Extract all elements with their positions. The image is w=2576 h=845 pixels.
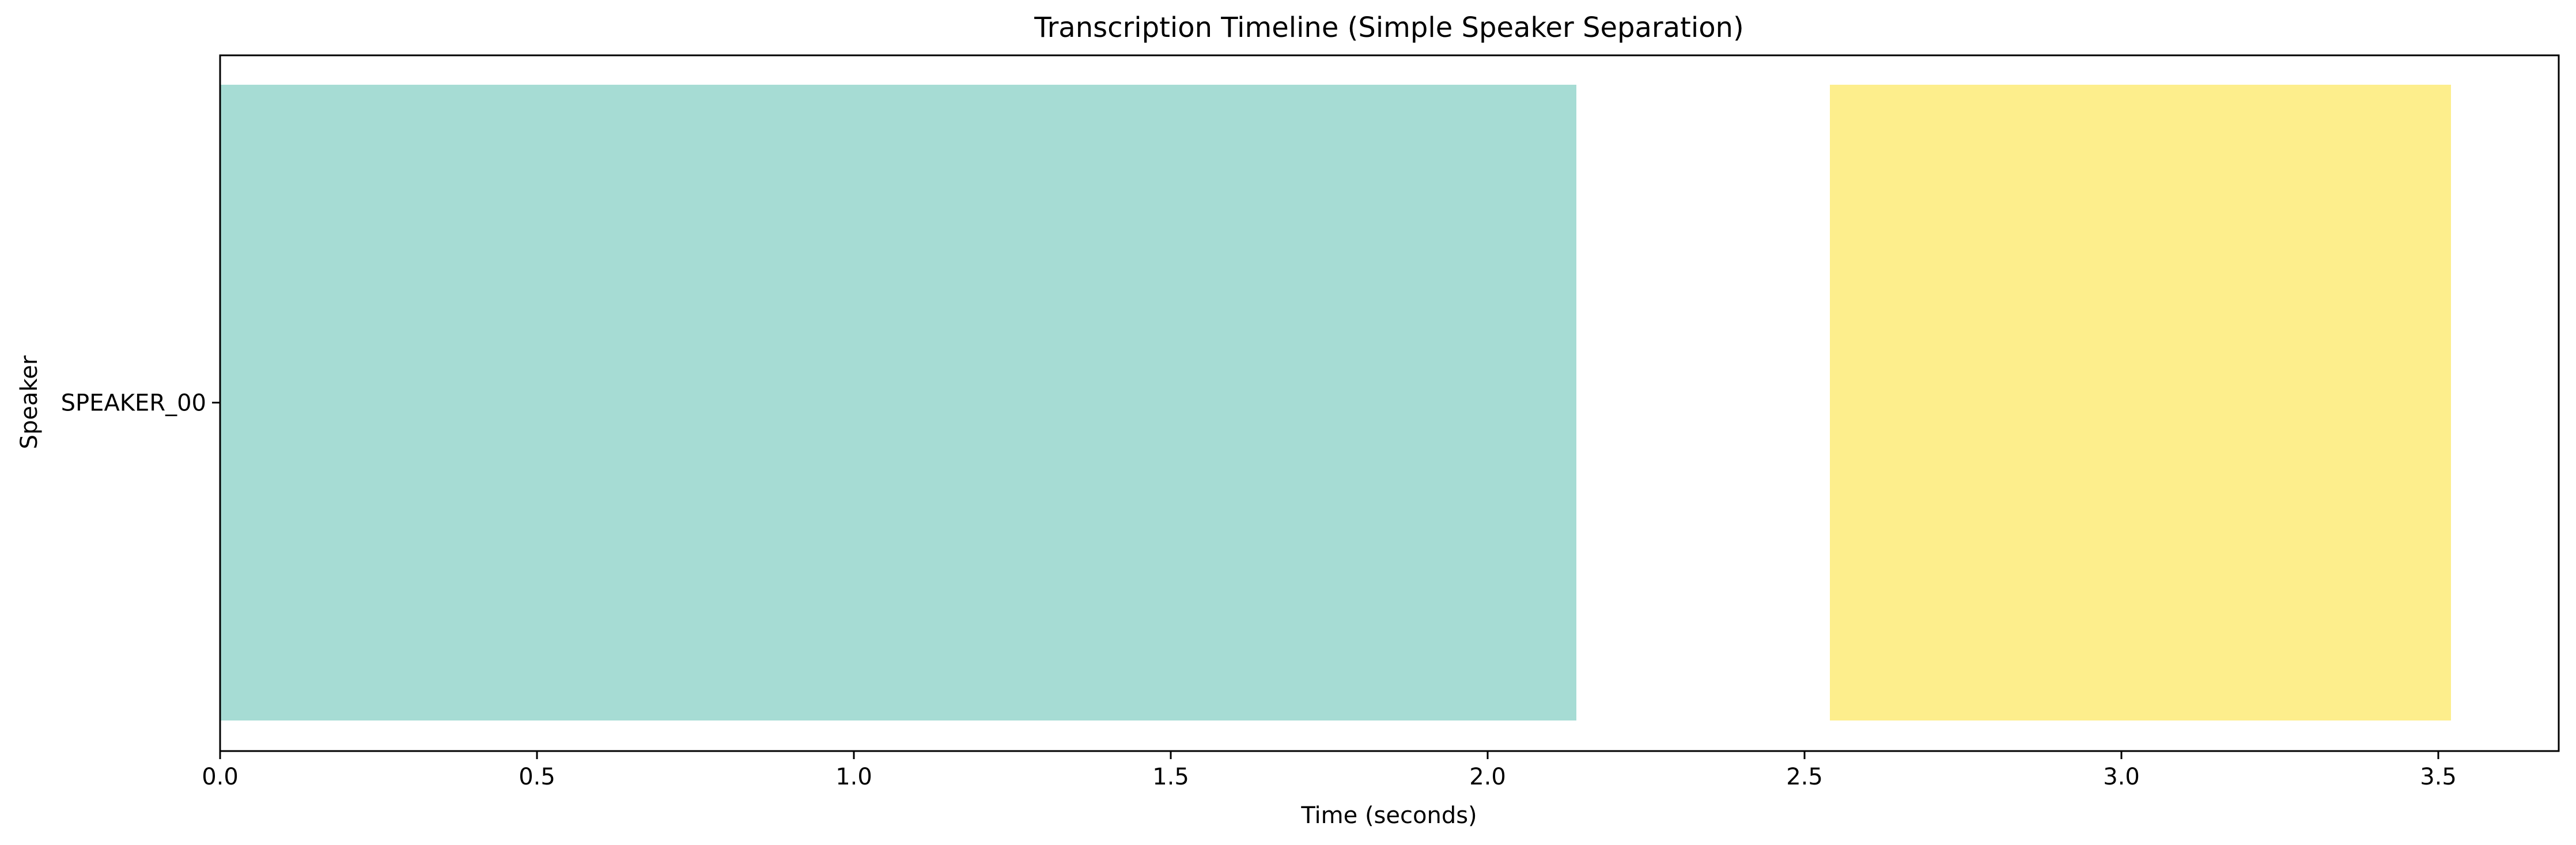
x-tick-label: 3.0 <box>2103 764 2140 790</box>
x-tick-label: 3.5 <box>2420 764 2457 790</box>
ticks-layer: 0.0 0.5 1.0 1.5 2.0 2.5 3.0 3.5 SPEAKER_00 <box>61 390 2457 791</box>
x-axis-label: Time (seconds) <box>1300 802 1477 829</box>
y-axis-label: Speaker <box>16 355 43 449</box>
x-tick-label: 0.5 <box>519 764 555 790</box>
x-tick-label: 1.5 <box>1152 764 1189 790</box>
chart-title: Transcription Timeline (Simple Speaker S… <box>1034 12 1743 44</box>
x-tick-label: 2.5 <box>1786 764 1823 790</box>
y-tick-label: SPEAKER_00 <box>61 390 206 417</box>
x-tick-label: 0.0 <box>202 764 239 790</box>
segment-bar-2 <box>1830 85 2451 720</box>
plot-frame <box>219 54 2560 752</box>
segment-bar-1 <box>220 85 1576 720</box>
x-tick-label: 2.0 <box>1469 764 1506 790</box>
bars-layer <box>220 85 2451 720</box>
x-tick-label: 1.0 <box>835 764 872 790</box>
